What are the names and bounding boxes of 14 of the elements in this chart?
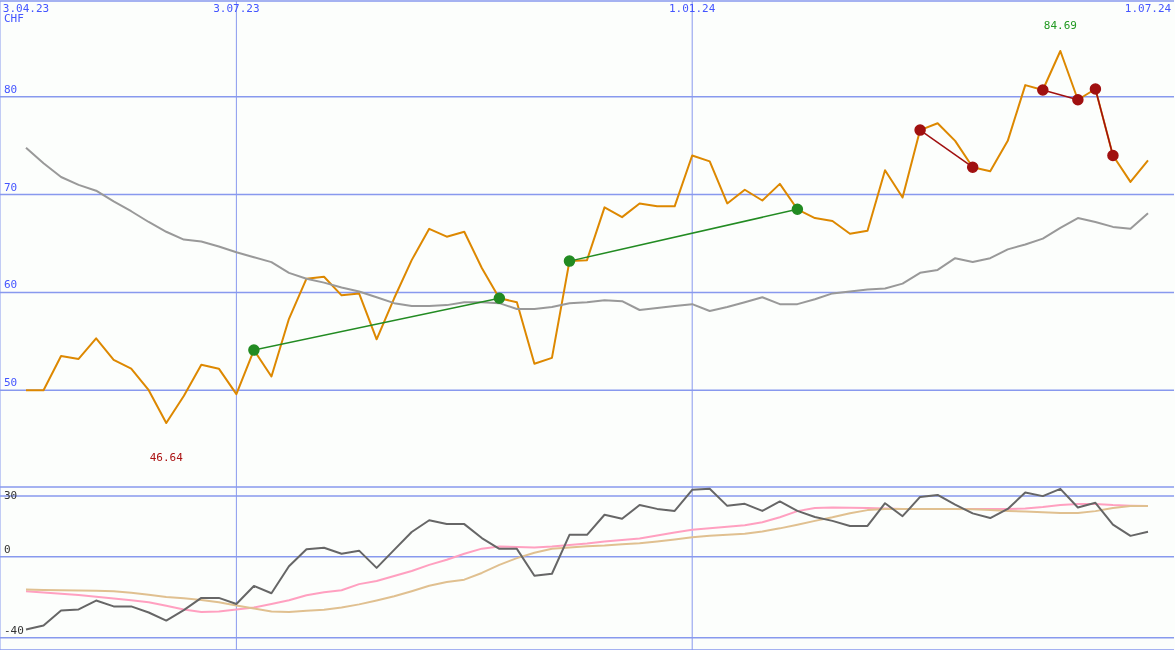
y-tick-label: 0: [4, 542, 11, 556]
x-tick-label: 1.07.24: [1124, 2, 1172, 15]
y-axis-title: CHF: [4, 12, 24, 25]
y-tick-label: 30: [4, 489, 18, 502]
y-tick-label: -40: [4, 623, 24, 637]
y-tick-label: 80: [4, 82, 18, 96]
y-tick-label: 50: [4, 376, 18, 390]
y-tick-label: 70: [4, 180, 18, 194]
x-tick-label: 1.01.24: [669, 2, 716, 15]
annotation: 46.64: [149, 450, 184, 464]
x-tick-label: 3.07.23: [213, 2, 260, 15]
y-tick-label: 60: [4, 278, 18, 292]
x-tick-label: 3.04.23: [2, 2, 50, 15]
annotation: 84.69: [1043, 18, 1077, 32]
